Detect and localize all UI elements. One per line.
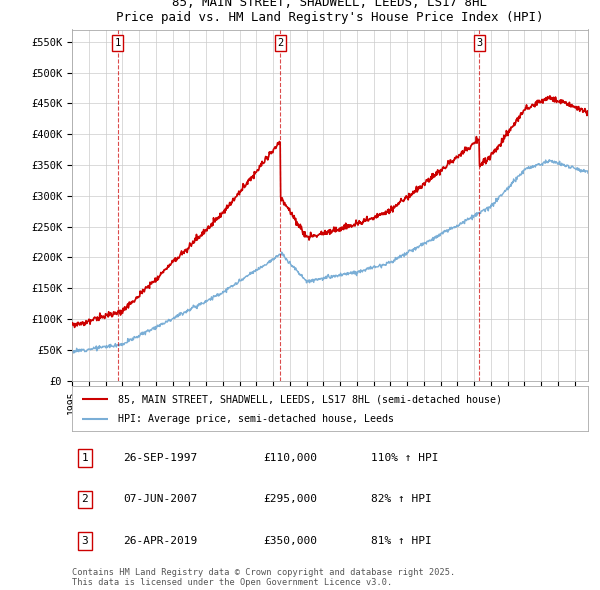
Text: 3: 3 [476, 38, 482, 48]
Text: 26-APR-2019: 26-APR-2019 [124, 536, 198, 546]
Title: 85, MAIN STREET, SHADWELL, LEEDS, LS17 8HL
Price paid vs. HM Land Registry's Hou: 85, MAIN STREET, SHADWELL, LEEDS, LS17 8… [116, 0, 544, 24]
Text: HPI: Average price, semi-detached house, Leeds: HPI: Average price, semi-detached house,… [118, 415, 394, 424]
Text: 3: 3 [82, 536, 88, 546]
Text: £350,000: £350,000 [263, 536, 317, 546]
Text: 85, MAIN STREET, SHADWELL, LEEDS, LS17 8HL (semi-detached house): 85, MAIN STREET, SHADWELL, LEEDS, LS17 8… [118, 394, 502, 404]
Text: £110,000: £110,000 [263, 453, 317, 463]
Text: 1: 1 [82, 453, 88, 463]
Text: 82% ↑ HPI: 82% ↑ HPI [371, 494, 432, 504]
Text: 81% ↑ HPI: 81% ↑ HPI [371, 536, 432, 546]
Text: 2: 2 [277, 38, 283, 48]
Text: 1: 1 [115, 38, 121, 48]
Text: £295,000: £295,000 [263, 494, 317, 504]
Text: Contains HM Land Registry data © Crown copyright and database right 2025.
This d: Contains HM Land Registry data © Crown c… [72, 568, 455, 587]
Text: 26-SEP-1997: 26-SEP-1997 [124, 453, 198, 463]
Text: 07-JUN-2007: 07-JUN-2007 [124, 494, 198, 504]
Text: 110% ↑ HPI: 110% ↑ HPI [371, 453, 439, 463]
Text: 2: 2 [82, 494, 88, 504]
